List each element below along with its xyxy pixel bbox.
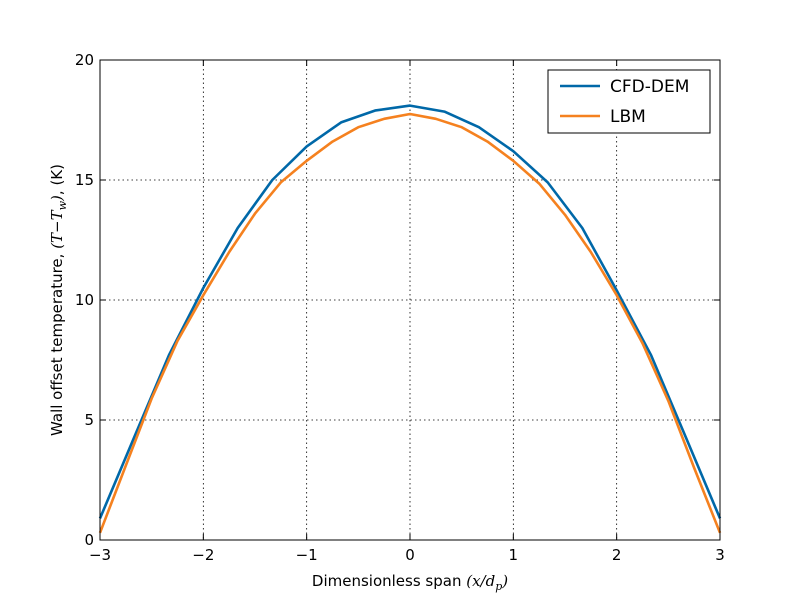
axis-ticks: −3 −2 −1 0 1 2 3 0 5 10 15 20 <box>75 51 725 564</box>
legend-label-cfd-dem: CFD-DEM <box>610 77 689 97</box>
x-axis-label: Dimensionless span (x/dp) <box>312 572 508 593</box>
legend: CFD-DEM LBM <box>547 69 711 134</box>
y-tick-label: 0 <box>84 531 94 549</box>
y-tick-label: 10 <box>75 291 94 309</box>
series-layer <box>98 104 722 534</box>
y-tick-label: 20 <box>75 51 94 69</box>
x-tick-label: 3 <box>715 546 725 564</box>
grid-lines <box>100 60 720 540</box>
legend-label-lbm: LBM <box>610 107 646 127</box>
x-tick-label: −1 <box>296 546 318 564</box>
y-tick-label: 15 <box>75 171 94 189</box>
x-tick-label: 2 <box>612 546 622 564</box>
y-tick-label: 5 <box>84 411 94 429</box>
y-axis-label: Wall offset temperature, (T−Tw), (K) <box>48 164 69 436</box>
series-line-cfd-dem <box>98 104 722 519</box>
x-tick-label: 1 <box>509 546 519 564</box>
x-tick-label: 0 <box>405 546 415 564</box>
x-tick-label: −3 <box>89 546 111 564</box>
legend-box <box>547 69 711 134</box>
series-line-lbm <box>98 112 722 534</box>
x-tick-label: −2 <box>192 546 214 564</box>
